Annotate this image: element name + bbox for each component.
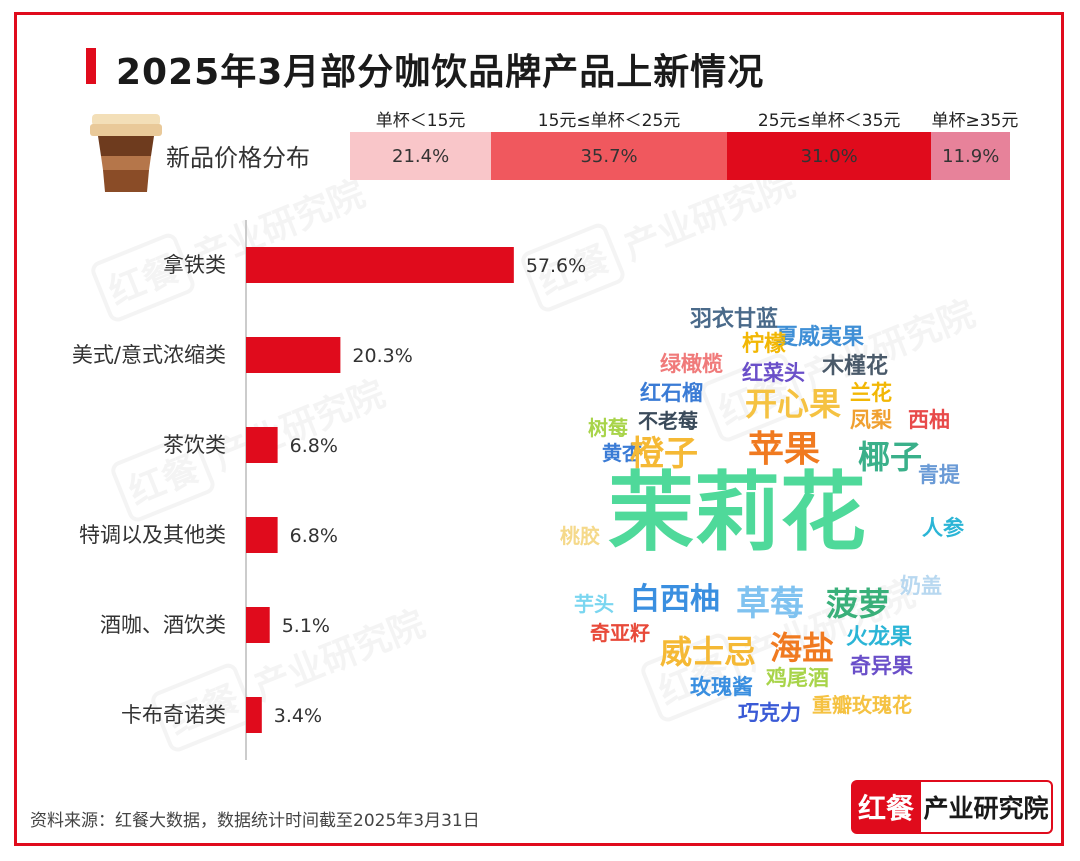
word-cloud-term: 巧克力	[738, 701, 801, 725]
data-label: 20.3%	[352, 345, 412, 367]
price-range-label: 25元≤单杯＜35元	[757, 111, 901, 131]
price-range-label: 单杯≥35元	[931, 111, 1019, 131]
category-label: 特调以及其他类	[79, 523, 226, 547]
data-source-note: 资料来源：红餐大数据，数据统计时间截至2025年3月31日	[30, 811, 480, 831]
price-segment: 21.4%	[350, 132, 492, 180]
word-cloud-term: 羽衣甘蓝	[690, 307, 779, 332]
page-title: 2025年3月部分咖饮品牌产品上新情况	[116, 52, 765, 93]
logo-org-name: 产业研究院	[921, 780, 1053, 834]
word-cloud-term: 海盐	[770, 629, 835, 667]
word-cloud-term: 兰花	[850, 381, 892, 405]
price-segment: 31.0%	[726, 132, 932, 180]
category-label: 美式/意式浓缩类	[72, 343, 226, 367]
word-cloud-term: 不老莓	[638, 409, 698, 433]
word-cloud-term: 芋头	[574, 592, 614, 616]
word-cloud-term: 火龙果	[846, 625, 913, 650]
word-cloud-term: 柠檬	[742, 332, 787, 357]
word-cloud-term: 桃胶	[560, 524, 600, 548]
word-cloud-term: 白西柚	[630, 582, 720, 617]
data-label: 6.8%	[290, 435, 338, 457]
price-segment: 11.9%	[931, 132, 1010, 180]
category-label: 拿铁类	[163, 253, 226, 277]
word-cloud-term: 西柚	[908, 408, 950, 432]
word-cloud-term: 奶盖	[900, 574, 942, 598]
word-cloud-term: 木槿花	[822, 354, 889, 379]
bar	[246, 697, 262, 733]
word-cloud-term: 草莓	[736, 584, 804, 624]
data-label: 6.8%	[290, 525, 338, 547]
word-cloud-term: 凤梨	[850, 408, 892, 432]
word-cloud-term: 黄杏	[602, 441, 642, 465]
word-cloud-term: 重瓣玫瑰花	[812, 693, 912, 717]
coffee-cup-icon	[90, 112, 162, 198]
word-cloud-term: 菠萝	[826, 585, 891, 623]
category-label: 酒咖、酒饮类	[100, 613, 226, 637]
category-label: 茶饮类	[163, 433, 226, 457]
word-cloud-term: 椰子	[858, 438, 923, 476]
bar	[246, 247, 514, 283]
price-segment: 35.7%	[491, 132, 727, 180]
word-cloud-term: 橙子	[630, 434, 698, 474]
bar	[246, 607, 270, 643]
price-range-label: 15元≤单杯＜25元	[537, 111, 681, 131]
word-cloud-term: 青提	[918, 463, 960, 487]
word-cloud-term: 茉莉花	[608, 463, 866, 563]
word-cloud-term: 奇异果	[850, 654, 913, 678]
word-cloud-term: 威士忌	[660, 633, 757, 671]
title-accent-bar	[86, 48, 96, 84]
bar	[246, 337, 341, 373]
word-cloud-term: 奇亚籽	[590, 621, 650, 645]
word-cloud-term: 鸡尾酒	[766, 666, 829, 690]
data-label: 3.4%	[274, 705, 322, 727]
price-range-label: 单杯＜15元	[375, 111, 466, 131]
word-cloud-term: 开心果	[745, 385, 842, 423]
word-cloud-term: 红菜头	[742, 361, 805, 385]
logo-brand-mark: 红餐	[851, 780, 921, 834]
word-cloud-term: 树莓	[588, 416, 628, 440]
data-label: 5.1%	[282, 615, 330, 637]
bar	[246, 427, 278, 463]
word-cloud-term: 红石榴	[640, 381, 703, 405]
frame-border	[14, 12, 1064, 846]
category-label: 卡布奇诺类	[121, 703, 226, 727]
word-cloud-term: 绿橄榄	[660, 352, 723, 376]
word-cloud-term: 夏威夷果	[776, 325, 865, 350]
word-cloud-term: 人参	[922, 516, 964, 540]
bar	[246, 517, 278, 553]
price-distribution-label: 新品价格分布	[166, 144, 310, 172]
data-label: 57.6%	[526, 255, 586, 277]
word-cloud-term: 玫瑰酱	[690, 675, 753, 699]
word-cloud-term: 苹果	[748, 429, 821, 470]
brand-logo: 红餐 产业研究院	[851, 780, 1053, 834]
